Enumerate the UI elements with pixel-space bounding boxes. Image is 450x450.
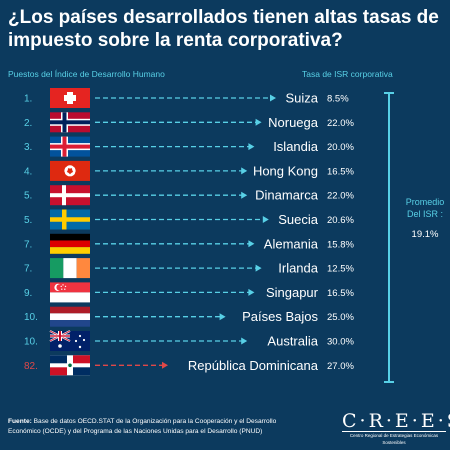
table-row: 2. Noruega 22.0% <box>24 112 354 133</box>
rank-label: 9. <box>24 288 32 299</box>
table-row: 5. Dinamarca 22.0% <box>24 185 354 206</box>
country-name: Australia <box>267 334 318 349</box>
table-row: 1. Suiza 8.5% <box>24 88 349 108</box>
rank-column-header: Puestos del Índice de Desarrollo Humano <box>8 69 165 79</box>
tax-rate-label: 20.6% <box>327 215 354 226</box>
country-name: Países Bajos <box>242 309 318 324</box>
netherlands-flag-icon <box>50 306 90 327</box>
arrow-head <box>241 191 248 199</box>
dominican-republic-flag-icon <box>50 355 90 376</box>
country-name: Hong Kong <box>253 163 318 178</box>
country-name: Singapur <box>266 285 319 300</box>
country-name: Noruega <box>268 115 319 130</box>
rate-column-header: Tasa de ISR corporativa <box>302 69 393 79</box>
tax-rate-label: 22.0% <box>327 191 354 202</box>
tax-rate-label: 15.8% <box>327 239 354 250</box>
arrow-head <box>255 118 262 126</box>
table-row: 5. Suecia 20.6% <box>24 209 354 230</box>
tax-rate-label: 25.0% <box>327 312 354 323</box>
table-row: 10. Australia 30.0% <box>24 330 354 351</box>
rank-label: 10. <box>24 312 38 323</box>
arrow-head <box>241 337 248 345</box>
country-name: Suiza <box>285 91 318 106</box>
norway-flag-icon <box>50 112 90 133</box>
crees-logo: C·R·E·E·S Centro Regional de Estrategias… <box>342 410 450 445</box>
arrow-head <box>248 240 255 248</box>
page-title: ¿Los países desarrollados tienen altas t… <box>8 7 439 51</box>
germany-flag-icon <box>50 233 90 254</box>
table-row: 4. Hong Kong 16.5% <box>24 160 354 181</box>
tax-rate-label: 22.0% <box>327 118 354 129</box>
average-value: 19.1% <box>411 229 439 240</box>
tax-rate-label: 8.5% <box>327 94 349 105</box>
table-row: 9. Singapur 16.5% <box>24 282 354 303</box>
rank-label: 10. <box>24 337 38 348</box>
hong-kong-flag-icon <box>50 160 90 181</box>
australia-flag-icon <box>49 330 90 351</box>
table-row: 3. Islandia 20.0% <box>24 136 354 157</box>
iceland-flag-icon <box>50 136 90 157</box>
switzerland-flag-icon <box>50 88 90 108</box>
source-label: Fuente: <box>8 418 32 425</box>
table-row: 10. Países Bajos 25.0% <box>24 306 354 327</box>
tax-rate-label: 16.5% <box>327 166 354 177</box>
rank-label: 2. <box>24 118 32 129</box>
rank-label: 1. <box>24 94 32 105</box>
rank-label: 5. <box>24 215 32 226</box>
average-label: Promedio Del ISR : <box>405 197 445 219</box>
arrow-head <box>270 94 276 102</box>
tax-rate-label: 27.0% <box>327 361 354 372</box>
arrow-head <box>248 143 255 151</box>
arrow-head <box>262 216 269 223</box>
arrow-head <box>248 288 255 296</box>
table-row: 7. Alemania 15.8% <box>24 233 354 254</box>
rank-label: 4. <box>24 166 32 177</box>
rank-label: 3. <box>24 142 32 153</box>
arrow-head <box>219 313 226 321</box>
tax-rate-label: 30.0% <box>327 337 354 348</box>
country-name: Islandia <box>273 139 319 154</box>
table-row: 82. República Dominicana 27.0% <box>24 355 354 376</box>
singapore-flag-icon <box>50 282 90 303</box>
denmark-flag-icon <box>50 185 90 206</box>
tax-rate-label: 12.5% <box>327 264 354 275</box>
arrow-head <box>162 361 168 369</box>
source-text: Base de datos OECD.STAT de la Organizaci… <box>8 418 277 435</box>
arrow-head <box>255 264 262 272</box>
rank-label: 7. <box>24 264 32 275</box>
source-footnote: Fuente: Base de datos OECD.STAT de la Or… <box>8 417 308 437</box>
ireland-flag-icon <box>50 258 90 279</box>
sweden-flag-icon <box>50 209 90 230</box>
tax-rate-label: 20.0% <box>327 142 354 153</box>
country-name: Irlanda <box>278 261 319 276</box>
rank-label: 7. <box>24 239 32 250</box>
country-name: República Dominicana <box>188 358 319 373</box>
arrow-head <box>241 167 248 175</box>
country-name: Alemania <box>264 236 319 251</box>
average-bracket <box>384 92 394 383</box>
country-name: Suecia <box>278 212 319 227</box>
table-row: 7. Irlanda 12.5% <box>24 258 354 279</box>
tax-rate-label: 16.5% <box>327 288 354 299</box>
country-name: Dinamarca <box>255 188 319 203</box>
rank-label: 5. <box>24 191 32 202</box>
rank-label: 82. <box>24 361 38 372</box>
